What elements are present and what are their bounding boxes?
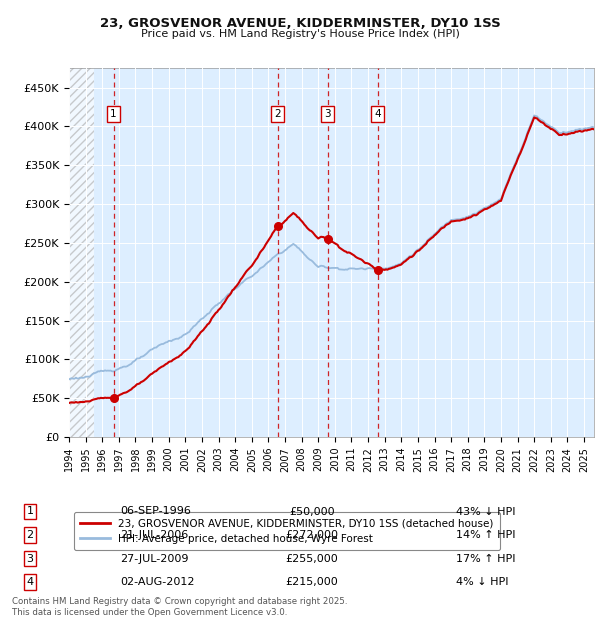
Text: £215,000: £215,000	[286, 577, 338, 587]
Text: 2: 2	[274, 109, 281, 119]
Text: £50,000: £50,000	[289, 507, 335, 516]
Text: 23, GROSVENOR AVENUE, KIDDERMINSTER, DY10 1SS: 23, GROSVENOR AVENUE, KIDDERMINSTER, DY1…	[100, 17, 500, 30]
Text: 14% ↑ HPI: 14% ↑ HPI	[456, 530, 515, 540]
Text: 06-SEP-1996: 06-SEP-1996	[120, 507, 191, 516]
Text: 43% ↓ HPI: 43% ↓ HPI	[456, 507, 515, 516]
Text: 1: 1	[26, 507, 34, 516]
Text: 3: 3	[325, 109, 331, 119]
Legend: 23, GROSVENOR AVENUE, KIDDERMINSTER, DY10 1SS (detached house), HPI: Average pri: 23, GROSVENOR AVENUE, KIDDERMINSTER, DY1…	[74, 512, 500, 550]
Text: 3: 3	[26, 554, 34, 564]
Text: Contains HM Land Registry data © Crown copyright and database right 2025.
This d: Contains HM Land Registry data © Crown c…	[12, 598, 347, 617]
Text: £255,000: £255,000	[286, 554, 338, 564]
Text: £272,000: £272,000	[286, 530, 338, 540]
Text: 17% ↑ HPI: 17% ↑ HPI	[456, 554, 515, 564]
Text: Price paid vs. HM Land Registry's House Price Index (HPI): Price paid vs. HM Land Registry's House …	[140, 29, 460, 39]
Text: 2: 2	[26, 530, 34, 540]
Text: 4: 4	[374, 109, 381, 119]
Text: 21-JUL-2006: 21-JUL-2006	[120, 530, 188, 540]
Text: 02-AUG-2012: 02-AUG-2012	[120, 577, 194, 587]
Text: 4: 4	[26, 577, 34, 587]
Text: 4% ↓ HPI: 4% ↓ HPI	[456, 577, 509, 587]
Bar	[69, 68, 94, 437]
Text: 27-JUL-2009: 27-JUL-2009	[120, 554, 188, 564]
Text: 1: 1	[110, 109, 117, 119]
